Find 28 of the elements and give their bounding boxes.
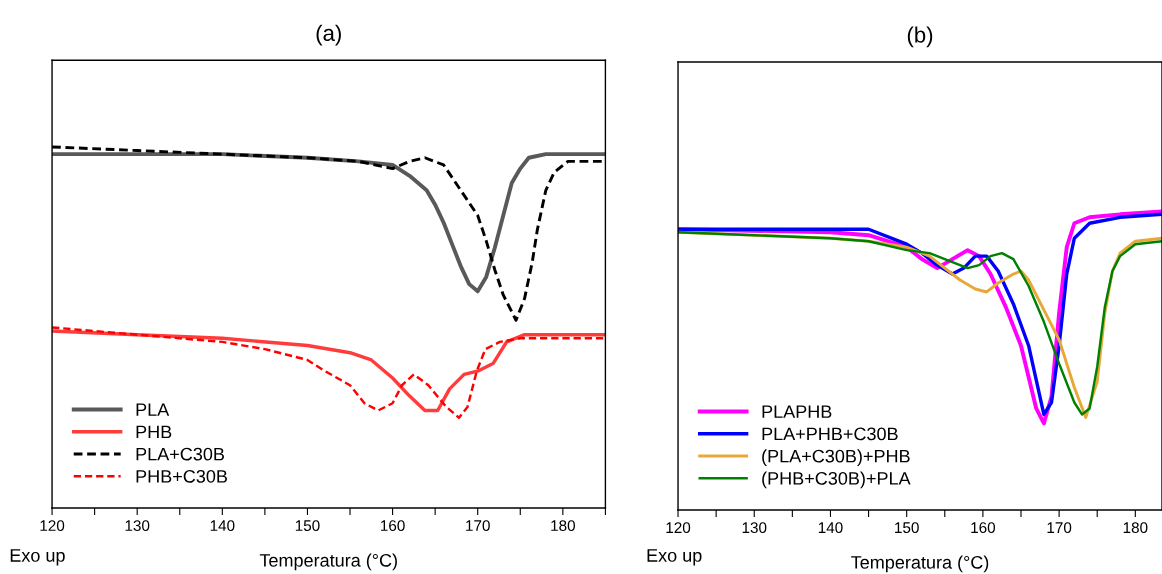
chart-title: (b) — [907, 26, 933, 48]
text: Exo up — [647, 549, 702, 566]
legend-label: PHB+C30B — [136, 469, 227, 483]
x-tick-label: 130 — [125, 520, 150, 532]
x-tick-label: 170 — [1047, 522, 1072, 534]
x-tick-label: 180 — [1123, 522, 1148, 534]
x-tick-label: 160 — [971, 522, 996, 534]
legend-label: PHB — [136, 425, 172, 439]
legend-label: PLA+PHB+C30B — [762, 427, 898, 441]
legend-label: (PLA+C30B)+PHB — [762, 449, 910, 467]
x-tick-label: 150 — [895, 522, 919, 534]
x-tick-label: 120 — [666, 522, 691, 534]
x-tick-label: 160 — [381, 520, 405, 532]
legend-label: (PHB+C30B)+PLA — [762, 471, 911, 489]
x-tick-label: 140 — [818, 522, 843, 534]
x-tick-label: 120 — [40, 520, 65, 532]
legend-label: PLA — [136, 403, 170, 416]
x-axis-title: Temperatura (°C) — [259, 553, 397, 571]
x-axis-title: Temperatura (°C) — [851, 555, 989, 573]
x-tick-label: 150 — [295, 520, 320, 532]
x-tick-label: 130 — [742, 522, 767, 534]
legend-label: PLAPHB — [762, 405, 832, 418]
legend-label: PLA+C30B — [136, 447, 224, 461]
chart-title: (a) — [316, 24, 341, 46]
x-tick-label: 180 — [551, 520, 575, 532]
x-tick-label: 170 — [466, 520, 490, 532]
x-tick-label: 140 — [210, 520, 235, 532]
text: Exo up — [10, 549, 65, 566]
